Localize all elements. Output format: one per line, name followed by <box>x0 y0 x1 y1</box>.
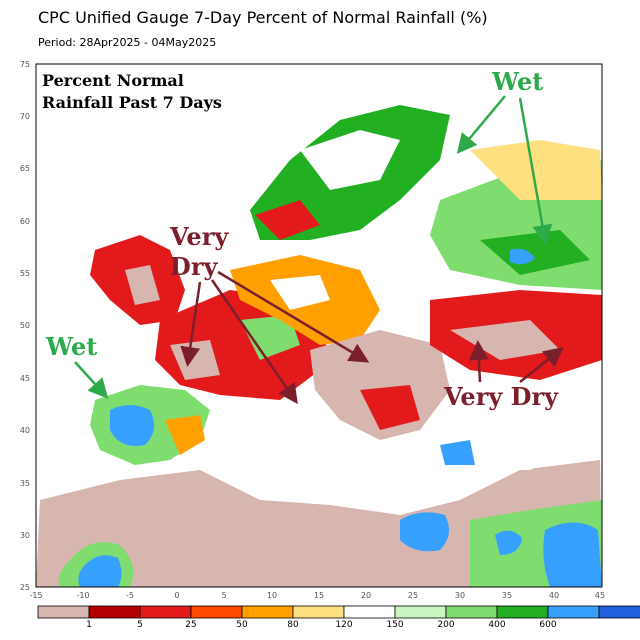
lon-tick-label: 35 <box>502 591 512 600</box>
legend-colorbar <box>37 605 640 619</box>
lon-tick-label: 10 <box>267 591 277 600</box>
legend-swatch <box>445 605 498 619</box>
lat-tick-label: 25 <box>20 583 30 592</box>
annotation-wet-sw-text: Wet <box>45 332 97 361</box>
legend-swatch <box>292 605 345 619</box>
lon-tick-label: 40 <box>549 591 559 600</box>
legend-swatch <box>496 605 549 619</box>
legend-swatch <box>598 605 640 619</box>
lon-tick-label: 5 <box>221 591 226 600</box>
legend-swatch <box>343 605 396 619</box>
annotation-very-dry-w-line2: Dry <box>170 252 218 281</box>
lat-tick-label: 45 <box>20 374 30 383</box>
legend-swatch <box>37 605 90 619</box>
annotation-very-dry-e-text: Very Dry <box>443 382 559 411</box>
legend-label: 1 <box>86 620 92 630</box>
lon-tick-label: -15 <box>29 591 42 600</box>
lat-tick-label: 75 <box>20 60 30 69</box>
lat-tick-label: 60 <box>20 217 30 226</box>
legend-label: 600 <box>539 620 557 630</box>
lon-tick-label: 20 <box>361 591 371 600</box>
legend-label: 50 <box>236 620 248 630</box>
legend-label: 200 <box>437 620 455 630</box>
lat-tick-label: 70 <box>20 112 30 121</box>
rainfall-field <box>36 105 602 587</box>
legend-swatch <box>394 605 447 619</box>
legend-swatch <box>547 605 600 619</box>
lat-tick-label: 30 <box>20 531 30 540</box>
lon-tick-label: -5 <box>126 591 134 600</box>
legend-label: 150 <box>386 620 404 630</box>
legend-swatch <box>190 605 243 619</box>
inset-label: Percent Normal Rainfall Past 7 Days <box>42 71 222 112</box>
lat-tick-label: 35 <box>20 479 30 488</box>
legend-swatch <box>241 605 294 619</box>
map-title: CPC Unified Gauge 7-Day Percent of Norma… <box>38 8 488 27</box>
lon-tick-label: 25 <box>408 591 418 600</box>
lon-tick-label: 30 <box>455 591 465 600</box>
lon-tick-label: 45 <box>595 591 605 600</box>
lon-tick-label: -10 <box>76 591 89 600</box>
legend-swatch <box>88 605 141 619</box>
lon-tick-label: 0 <box>174 591 179 600</box>
annotation-wet-ne-text: Wet <box>491 67 543 96</box>
annotation-wet-ne: Wet <box>456 67 553 245</box>
annotation-very-dry-w-line1: Very <box>169 222 229 251</box>
inset-label-line2: Rainfall Past 7 Days <box>42 93 222 112</box>
annotation-very-dry-w: Very Dry <box>169 222 370 405</box>
lon-tick-label: 15 <box>314 591 324 600</box>
lat-tick-label: 55 <box>20 269 30 278</box>
lat-axis: 25 30 35 40 45 50 55 60 65 70 75 <box>20 60 30 592</box>
lon-axis: -15 -10 -5 0 5 10 15 20 25 30 35 40 45 <box>29 591 605 600</box>
legend-swatch <box>139 605 192 619</box>
legend-label: 25 <box>185 620 197 630</box>
lat-tick-label: 50 <box>20 321 30 330</box>
legend-label: 120 <box>335 620 353 630</box>
legend-label: 5 <box>137 620 143 630</box>
annotation-very-dry-e: Very Dry <box>443 340 564 411</box>
annotation-wet-sw: Wet <box>45 332 109 399</box>
inset-label-line1: Percent Normal <box>42 71 184 90</box>
plot-frame <box>35 63 603 588</box>
lat-tick-label: 40 <box>20 426 30 435</box>
lat-tick-label: 65 <box>20 164 30 173</box>
legend-label: 400 <box>488 620 506 630</box>
legend-label: 80 <box>287 620 299 630</box>
period-label: Period: 28Apr2025 - 04May2025 <box>38 36 217 49</box>
